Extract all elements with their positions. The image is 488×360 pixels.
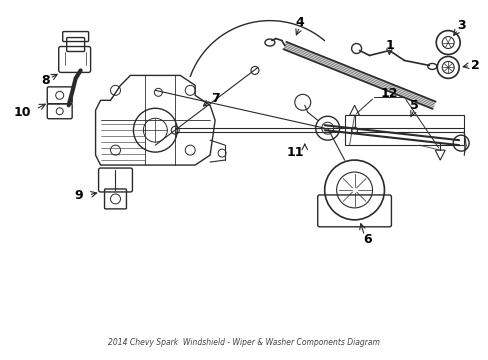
Text: 1: 1 — [384, 39, 393, 52]
Text: 10: 10 — [13, 106, 31, 119]
Text: 9: 9 — [74, 189, 83, 202]
Text: 2: 2 — [470, 59, 479, 72]
Text: 6: 6 — [363, 233, 371, 246]
Bar — [344, 115, 463, 145]
Text: 8: 8 — [41, 74, 50, 87]
Text: 2014 Chevy Spark  Windshield - Wiper & Washer Components Diagram: 2014 Chevy Spark Windshield - Wiper & Wa… — [108, 338, 379, 347]
Text: 5: 5 — [409, 99, 418, 112]
Text: 11: 11 — [286, 145, 304, 159]
Text: 4: 4 — [295, 16, 304, 29]
Text: 3: 3 — [456, 19, 465, 32]
Text: 7: 7 — [210, 92, 219, 105]
Text: 12: 12 — [380, 87, 397, 100]
